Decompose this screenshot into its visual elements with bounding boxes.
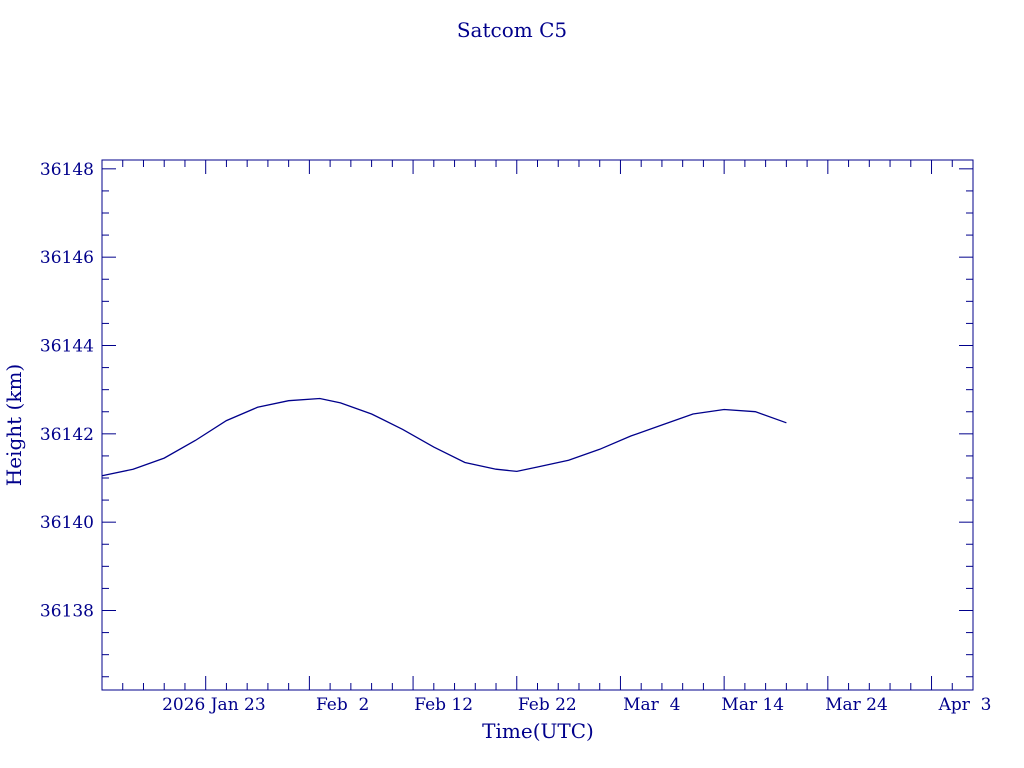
x-tick-label: 2026 Jan 23 bbox=[162, 695, 266, 715]
x-tick-label: Apr 3 bbox=[938, 695, 992, 715]
x-tick-label: Mar 24 bbox=[825, 695, 888, 715]
x-tick-label: Mar 14 bbox=[721, 695, 784, 715]
y-tick-label: 36142 bbox=[40, 425, 94, 445]
series-line bbox=[101, 397, 787, 477]
x-tick-label: Mar 4 bbox=[623, 695, 680, 715]
plot-frame bbox=[101, 159, 974, 691]
y-tick-label: 36148 bbox=[40, 160, 94, 180]
y-tick-label: 36144 bbox=[40, 337, 94, 357]
x-tick-label: Feb 2 bbox=[316, 695, 369, 715]
y-tick-labels: 36138 36140 36142 36144 36146 36148 bbox=[40, 160, 94, 622]
ticks bbox=[101, 160, 974, 690]
chart-title: Satcom C5 bbox=[457, 18, 567, 42]
y-tick-label: 36140 bbox=[40, 513, 94, 533]
y-tick-label: 36146 bbox=[40, 248, 94, 268]
x-tick-labels: 2026 Jan 23 Feb 2 Feb 12 Feb 22 Mar 4 Mar 14 M… bbox=[162, 695, 991, 715]
y-axis-label: Height (km) bbox=[2, 364, 26, 486]
x-tick-label: Feb 12 bbox=[414, 695, 473, 715]
x-tick-label: Feb 22 bbox=[518, 695, 577, 715]
x-axis-label: Time(UTC) bbox=[482, 719, 594, 743]
y-tick-label: 36138 bbox=[40, 602, 94, 622]
